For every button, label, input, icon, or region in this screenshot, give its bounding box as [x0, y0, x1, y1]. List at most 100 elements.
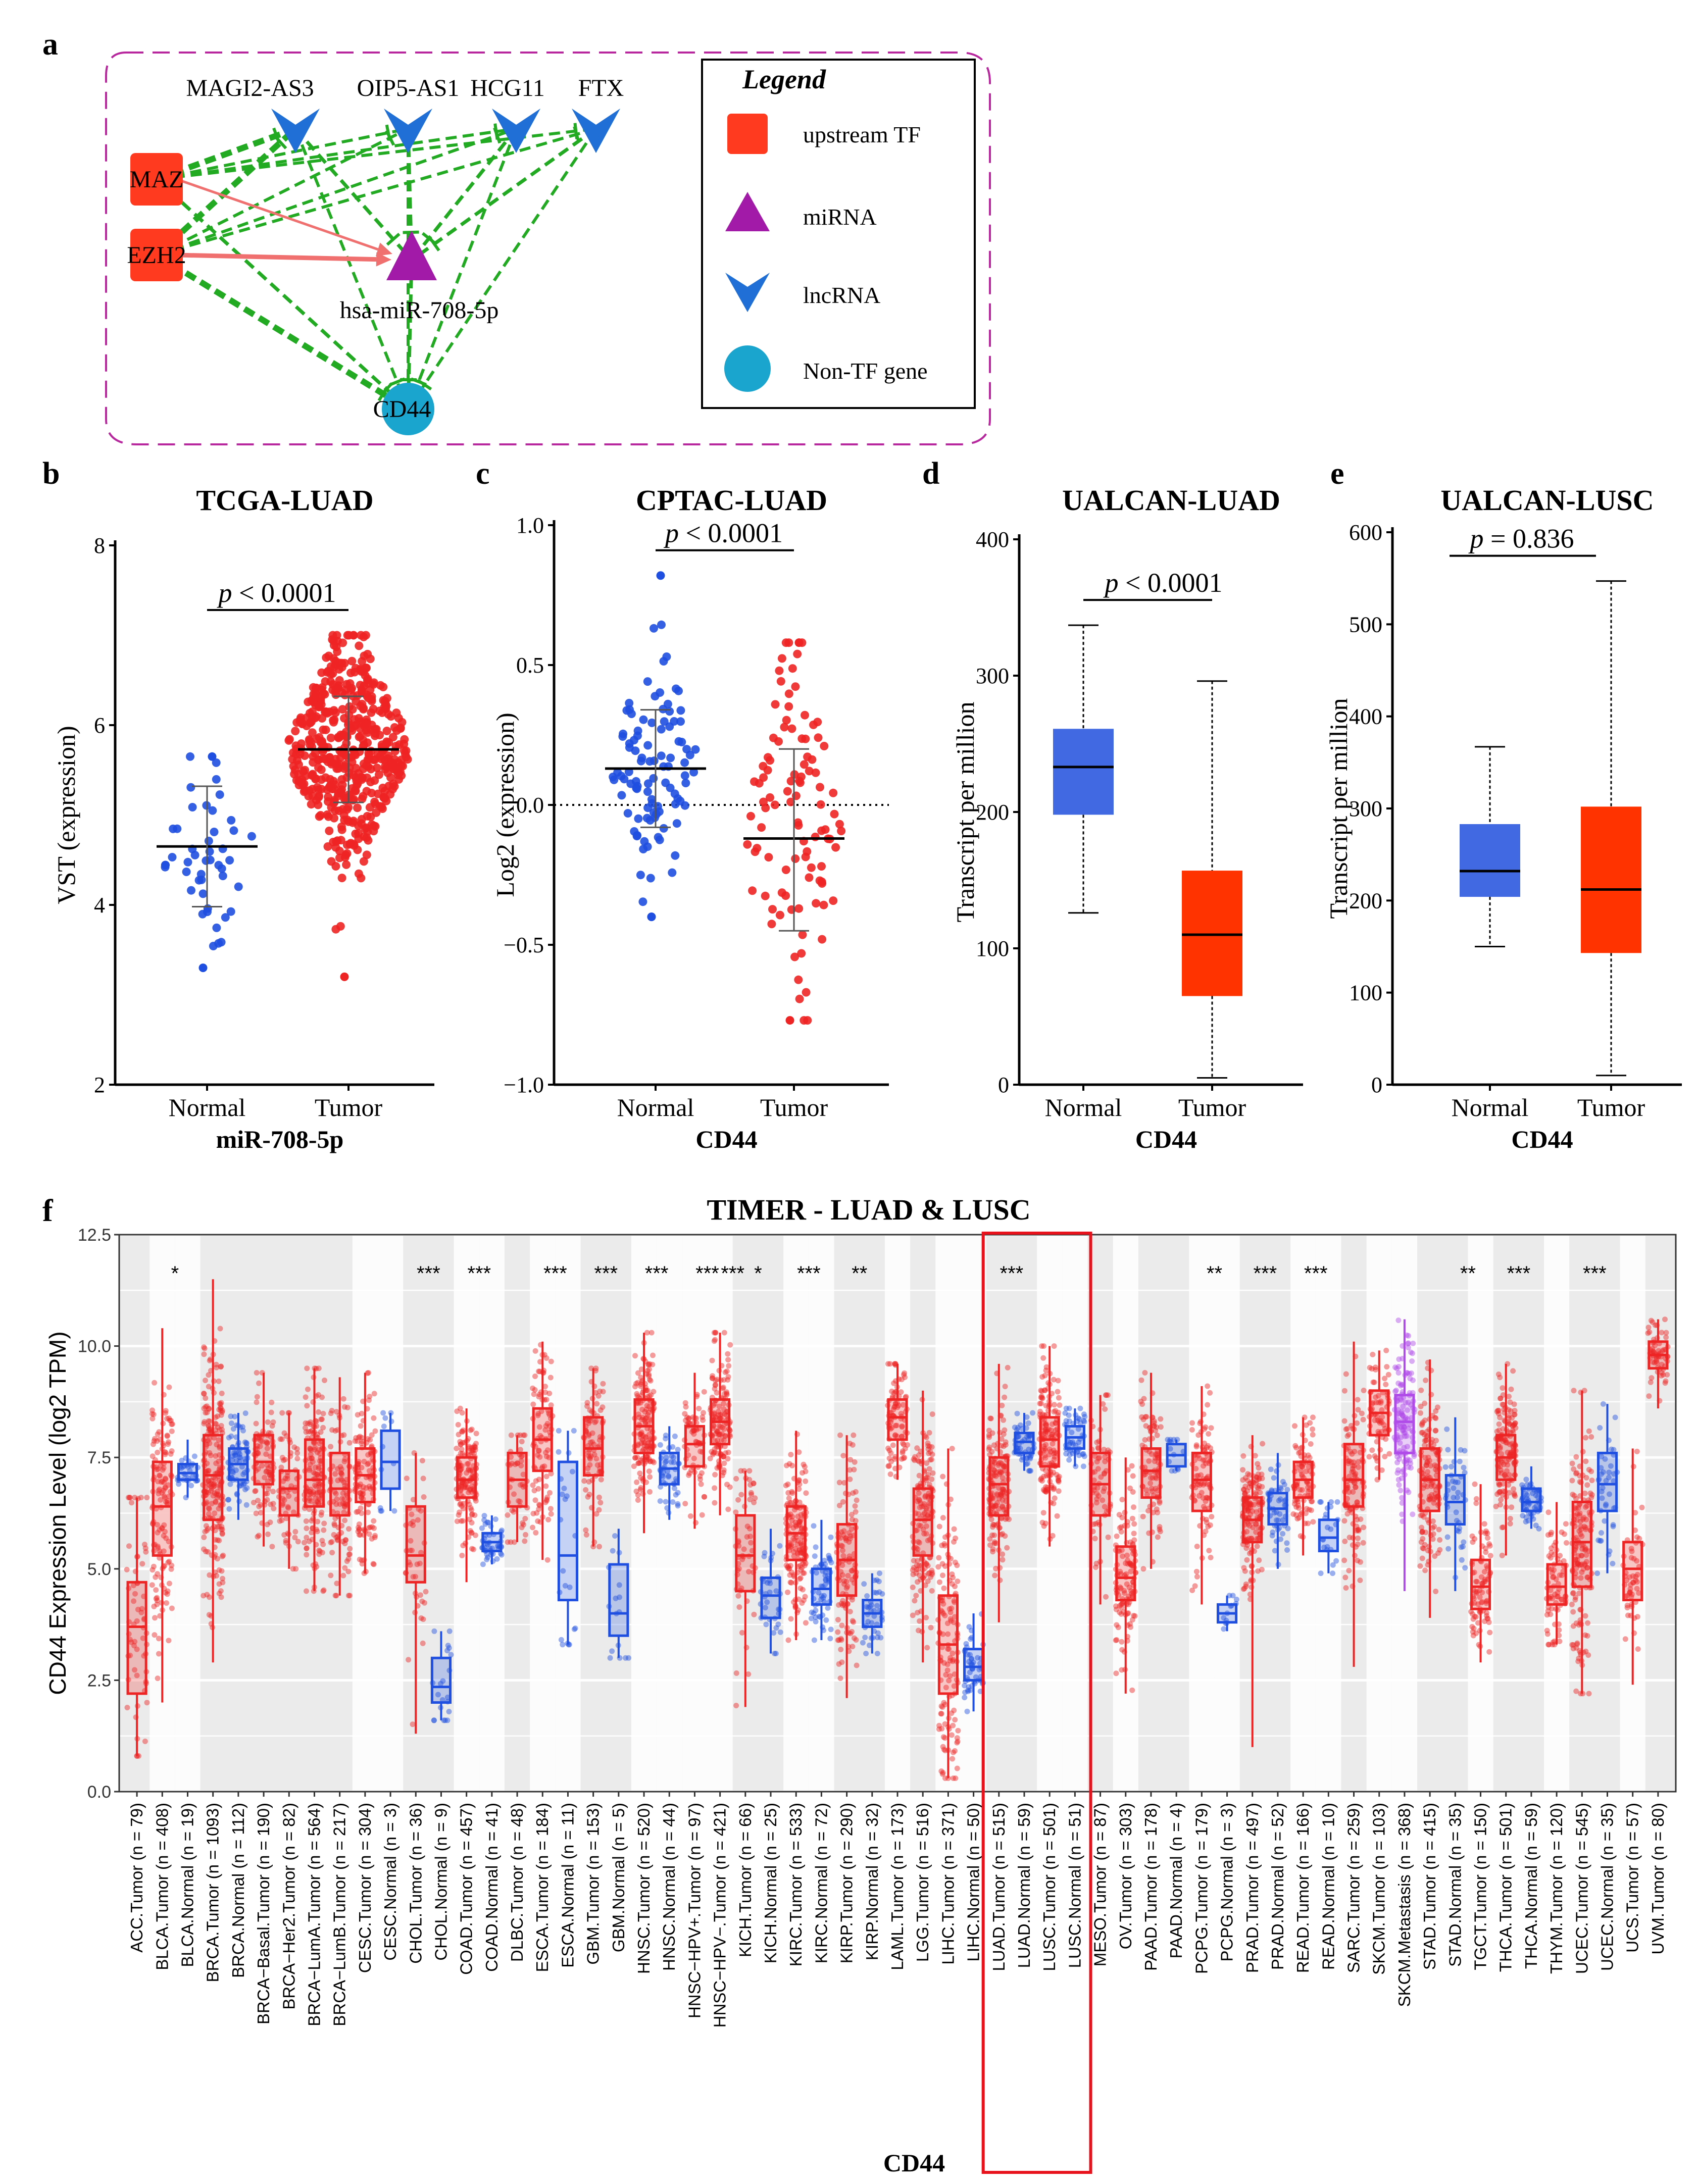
data-point	[292, 1535, 298, 1541]
data-point	[459, 1552, 465, 1558]
data-point	[186, 783, 195, 792]
data-point	[198, 909, 207, 919]
data-point	[206, 1612, 212, 1618]
data-point	[531, 1391, 537, 1397]
data-point	[351, 750, 360, 759]
box	[1140, 1447, 1162, 1499]
data-point	[291, 727, 300, 736]
data-point	[218, 1405, 224, 1411]
data-point	[898, 1389, 904, 1395]
data-point	[228, 1420, 234, 1426]
data-point	[962, 1695, 968, 1701]
data-point	[1003, 1442, 1009, 1448]
data-point	[701, 1389, 707, 1395]
data-point	[169, 1605, 175, 1611]
data-point	[1131, 1531, 1137, 1537]
data-point	[206, 1478, 212, 1484]
data-point	[890, 1442, 896, 1448]
data-point	[670, 1444, 676, 1450]
data-point	[701, 1494, 707, 1500]
data-point	[905, 1442, 911, 1448]
data-point	[337, 874, 346, 883]
data-point	[816, 783, 824, 792]
data-point	[725, 1357, 731, 1363]
significance-stars: *	[171, 1262, 179, 1285]
data-point	[176, 1481, 182, 1487]
data-point	[301, 786, 310, 795]
data-point	[445, 1643, 451, 1649]
data-point	[597, 1407, 604, 1413]
data-point	[762, 1550, 768, 1556]
y-tick-label: 2.5	[87, 1671, 111, 1690]
data-point	[680, 771, 689, 780]
data-point	[197, 875, 206, 884]
data-point	[645, 757, 655, 766]
legend: Legend upstream TF miRNA lncRNA Non-TF g…	[701, 59, 976, 409]
data-point	[827, 1636, 833, 1642]
data-point	[802, 988, 811, 997]
data-point	[646, 1372, 652, 1378]
data-point	[219, 1553, 225, 1559]
data-point	[369, 755, 378, 765]
data-point	[204, 1403, 210, 1409]
data-point	[375, 706, 384, 716]
data-point	[315, 1518, 321, 1525]
data-point	[460, 1427, 466, 1433]
data-point	[347, 656, 357, 666]
data-point	[955, 1579, 961, 1584]
data-point	[725, 1351, 731, 1357]
data-point	[1105, 1534, 1111, 1540]
data-point	[308, 785, 317, 794]
data-point	[359, 857, 368, 866]
data-point	[1025, 1420, 1031, 1426]
data-point	[886, 1447, 892, 1453]
data-point	[155, 1479, 161, 1485]
data-point	[347, 1551, 353, 1557]
data-point	[230, 1426, 236, 1432]
data-point	[1002, 1533, 1008, 1539]
data-point	[163, 1410, 169, 1416]
data-point	[790, 952, 799, 961]
data-point	[132, 1591, 138, 1597]
data-point	[689, 768, 698, 777]
data-point	[158, 1479, 164, 1485]
significance-stars: ***	[543, 1262, 567, 1285]
data-point	[618, 732, 627, 741]
data-point	[154, 1595, 160, 1601]
data-point	[161, 862, 170, 872]
data-point	[279, 1410, 285, 1416]
mirna-node	[386, 231, 437, 280]
data-point	[955, 1728, 961, 1734]
data-point	[785, 1490, 791, 1496]
data-point	[382, 796, 391, 805]
data-point	[480, 1561, 486, 1567]
data-point	[809, 720, 818, 729]
data-point	[939, 1542, 945, 1548]
data-point	[1056, 1488, 1062, 1494]
data-point	[216, 1378, 222, 1384]
data-point	[536, 1502, 542, 1507]
data-point	[687, 1513, 693, 1519]
data-point	[767, 920, 776, 929]
data-point	[682, 1501, 688, 1507]
inhibition-bar	[386, 232, 401, 246]
data-point	[379, 1508, 385, 1514]
box	[583, 1416, 604, 1477]
data-point	[218, 1423, 224, 1429]
data-point	[156, 1488, 162, 1494]
data-point	[382, 1415, 388, 1421]
inhibition-edge	[155, 252, 410, 412]
data-point	[862, 1635, 868, 1641]
data-point	[796, 1481, 803, 1487]
data-point	[420, 1476, 426, 1482]
data-point	[830, 809, 839, 819]
data-point	[382, 737, 391, 746]
data-point	[1066, 1405, 1072, 1411]
y-tick-label: 0.0	[87, 1783, 111, 1802]
data-point	[124, 1566, 130, 1572]
data-point	[674, 686, 683, 695]
data-point	[786, 1495, 792, 1501]
data-point	[340, 1396, 346, 1402]
data-point	[721, 1460, 727, 1466]
data-point	[736, 1604, 742, 1610]
